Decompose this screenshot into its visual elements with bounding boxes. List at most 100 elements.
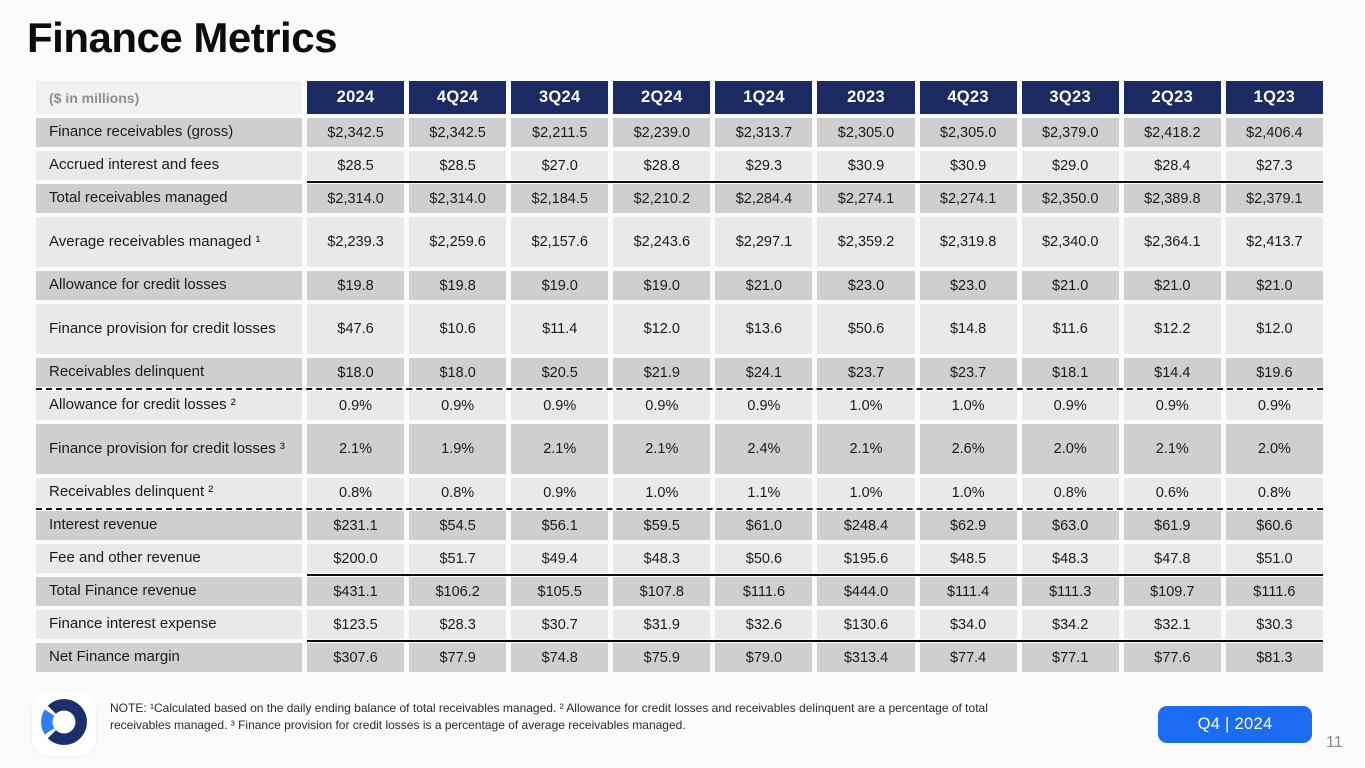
metric-cell: $2,274.1 [919, 184, 1017, 213]
metric-cell: $2,314.0 [409, 184, 507, 213]
table-row: Finance provision for credit losses $47.6… [36, 304, 1323, 354]
metric-cell: $21.0 [715, 271, 813, 300]
metric-cell: $2,342.5 [409, 118, 507, 147]
column-header: 4Q23 [919, 81, 1017, 114]
column-header: 2Q24 [613, 81, 711, 114]
metric-cell: $62.9 [919, 511, 1017, 540]
metric-cell: 1.0% [817, 391, 915, 420]
table-row: Finance receivables (gross) $2,342.5 $2,34… [36, 118, 1323, 147]
metric-cell: $14.8 [919, 304, 1017, 354]
metric-cell: $28.5 [409, 151, 507, 180]
row-label: Receivables delinquent [36, 358, 302, 387]
metric-cell: 2.1% [307, 424, 405, 474]
metric-cell: 1.0% [613, 478, 711, 507]
metric-cell: $313.4 [817, 643, 915, 672]
metric-cell: $19.0 [613, 271, 711, 300]
table-row: Net Finance margin $307.6 $77.9 $74.8 $75.9 $… [36, 639, 1323, 672]
metric-cell: $77.6 [1123, 643, 1221, 672]
metric-cell: $2,210.2 [613, 184, 711, 213]
metric-cell: $48.3 [613, 544, 711, 573]
metric-cell: $34.0 [919, 610, 1017, 639]
metric-cell: $2,239.0 [613, 118, 711, 147]
sum-line [307, 639, 1323, 642]
metric-cell: $19.8 [409, 271, 507, 300]
table-row: Allowance for credit losses $19.8 $19.8 $19… [36, 271, 1323, 300]
table-row: Fee and other revenue $200.0 $51.7 $49.4 $48… [36, 544, 1323, 573]
footnote: NOTE: ¹Calculated based on the daily end… [110, 700, 1145, 734]
row-label: Allowance for credit losses ² [36, 391, 302, 420]
metric-cell: $27.3 [1225, 151, 1323, 180]
metric-cell: $130.6 [817, 610, 915, 639]
metric-cell: $106.2 [409, 577, 507, 606]
metric-cell: $2,243.6 [613, 217, 711, 267]
row-label: Net Finance margin [36, 643, 302, 672]
metric-cell: $59.5 [613, 511, 711, 540]
row-label: Total receivables managed [36, 184, 302, 213]
metric-cell: $29.0 [1021, 151, 1119, 180]
metric-cell: $431.1 [307, 577, 405, 606]
table-row: Receivables delinquent ² 0.8% 0.8% 0.9% 1.0%… [36, 478, 1323, 507]
column-header: 4Q24 [409, 81, 507, 114]
table-row: Average receivables managed ¹ $2,239.3 $2,… [36, 217, 1323, 267]
metric-cell: $2,305.0 [919, 118, 1017, 147]
metric-cell: $200.0 [307, 544, 405, 573]
metric-cell: $14.4 [1123, 358, 1221, 387]
metric-cell: $2,379.1 [1225, 184, 1323, 213]
metric-cell: $12.2 [1123, 304, 1221, 354]
table-row: Accrued interest and fees $28.5 $28.5 $27.0… [36, 151, 1323, 180]
metric-cell: $18.0 [409, 358, 507, 387]
metric-cell: $28.8 [613, 151, 711, 180]
table-row: Allowance for credit losses ² 0.9% 0.9% 0.9… [36, 387, 1323, 420]
metric-cell: $21.0 [1225, 271, 1323, 300]
metric-cell: 0.9% [1123, 391, 1221, 420]
metric-cell: $11.6 [1021, 304, 1119, 354]
metric-cell: $18.0 [307, 358, 405, 387]
metric-cell: $50.6 [817, 304, 915, 354]
metric-cell: $2,342.5 [307, 118, 405, 147]
row-label: Interest revenue [36, 511, 302, 540]
metric-cell: $61.9 [1123, 511, 1221, 540]
metric-cell: $2,418.2 [1123, 118, 1221, 147]
quarter-badge: Q4 | 2024 [1158, 706, 1312, 743]
company-logo [32, 692, 96, 756]
metric-cell: 2.1% [1123, 424, 1221, 474]
metric-cell: 0.9% [511, 391, 609, 420]
metric-cell: $74.8 [511, 643, 609, 672]
metric-cell: $2,297.1 [715, 217, 813, 267]
footnote-line: NOTE: ¹Calculated based on the daily end… [110, 701, 988, 715]
metric-cell: $2,239.3 [307, 217, 405, 267]
sum-line [307, 180, 1323, 183]
metric-cell: $47.8 [1123, 544, 1221, 573]
metric-cell: $30.9 [817, 151, 915, 180]
metric-cell: $48.5 [919, 544, 1017, 573]
metric-cell: $77.4 [919, 643, 1017, 672]
metric-cell: $77.1 [1021, 643, 1119, 672]
metric-cell: $19.6 [1225, 358, 1323, 387]
metric-cell: $2,340.0 [1021, 217, 1119, 267]
metric-cell: $248.4 [817, 511, 915, 540]
metric-cell: $2,319.8 [919, 217, 1017, 267]
metric-cell: $13.6 [715, 304, 813, 354]
metric-cell: $2,274.1 [817, 184, 915, 213]
metric-cell: $195.6 [817, 544, 915, 573]
table-row: Finance interest expense $123.5 $28.3 $30.7… [36, 610, 1323, 639]
metric-cell: $12.0 [613, 304, 711, 354]
metric-cell: $2,211.5 [511, 118, 609, 147]
metric-cell: $19.0 [511, 271, 609, 300]
page-title: Finance Metrics [27, 14, 337, 61]
metric-cell: $109.7 [1123, 577, 1221, 606]
metric-cell: $32.1 [1123, 610, 1221, 639]
column-header: 2024 [307, 81, 405, 114]
metric-cell: $123.5 [307, 610, 405, 639]
metric-cell: $307.6 [307, 643, 405, 672]
metric-cell: $19.8 [307, 271, 405, 300]
metric-cell: $20.5 [511, 358, 609, 387]
metric-cell: $2,184.5 [511, 184, 609, 213]
metric-cell: $444.0 [817, 577, 915, 606]
metric-cell: $54.5 [409, 511, 507, 540]
metric-cell: 0.8% [409, 478, 507, 507]
metric-cell: 2.0% [1021, 424, 1119, 474]
metric-cell: $2,313.7 [715, 118, 813, 147]
row-label: Finance receivables (gross) [36, 118, 302, 147]
metric-cell: $30.3 [1225, 610, 1323, 639]
